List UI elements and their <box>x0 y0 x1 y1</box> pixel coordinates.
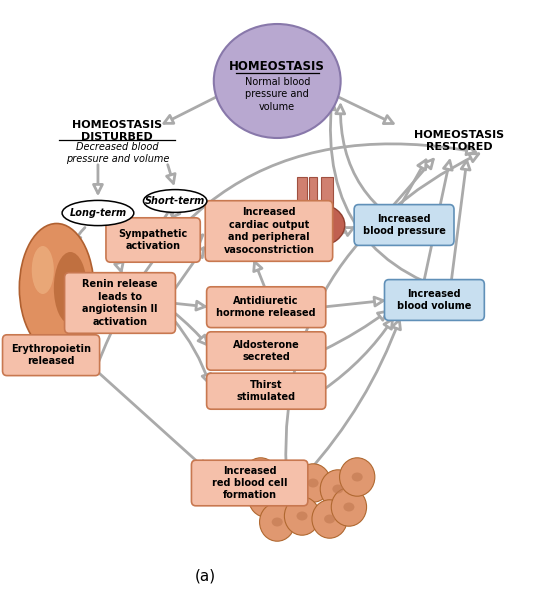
FancyBboxPatch shape <box>191 460 308 506</box>
Circle shape <box>270 467 306 505</box>
Circle shape <box>340 458 375 496</box>
Text: Aldosterone
secreted: Aldosterone secreted <box>233 340 300 362</box>
Text: HOMEOSTASIS: HOMEOSTASIS <box>229 59 325 73</box>
Ellipse shape <box>332 485 343 493</box>
Text: HOMEOSTASIS
RESTORED: HOMEOSTASIS RESTORED <box>414 130 504 152</box>
Text: Sympathetic
activation: Sympathetic activation <box>118 229 187 251</box>
Ellipse shape <box>214 24 341 138</box>
Ellipse shape <box>343 503 354 511</box>
Ellipse shape <box>62 200 134 226</box>
FancyBboxPatch shape <box>354 205 454 245</box>
Bar <box>297 177 307 210</box>
Text: Thirst
stimulated: Thirst stimulated <box>237 380 296 403</box>
FancyBboxPatch shape <box>207 287 326 328</box>
Text: Long-term: Long-term <box>69 208 127 218</box>
FancyBboxPatch shape <box>207 373 326 409</box>
Ellipse shape <box>272 517 283 527</box>
Ellipse shape <box>352 473 363 481</box>
Circle shape <box>312 500 347 538</box>
Text: Increased
blood volume: Increased blood volume <box>397 289 472 311</box>
Ellipse shape <box>293 204 345 246</box>
Text: (a): (a) <box>195 569 216 583</box>
Circle shape <box>243 458 278 496</box>
FancyBboxPatch shape <box>205 200 333 262</box>
Circle shape <box>248 479 284 517</box>
Text: Normal blood
pressure and
volume: Normal blood pressure and volume <box>244 77 310 112</box>
Ellipse shape <box>19 223 94 352</box>
Bar <box>309 177 317 210</box>
Ellipse shape <box>307 479 319 487</box>
FancyBboxPatch shape <box>207 332 326 370</box>
Circle shape <box>259 503 295 541</box>
Ellipse shape <box>143 190 207 212</box>
Ellipse shape <box>283 481 294 491</box>
Text: Short-term: Short-term <box>145 196 205 206</box>
Text: Increased
blood pressure: Increased blood pressure <box>363 214 446 236</box>
Text: Decreased blood
pressure and volume: Decreased blood pressure and volume <box>66 142 169 164</box>
Text: Erythropoietin
released: Erythropoietin released <box>11 344 91 367</box>
Circle shape <box>284 497 320 535</box>
Ellipse shape <box>255 473 266 481</box>
Ellipse shape <box>296 511 307 521</box>
Text: Increased
red blood cell
formation: Increased red blood cell formation <box>212 466 288 500</box>
Circle shape <box>295 464 331 502</box>
Circle shape <box>331 488 367 526</box>
FancyBboxPatch shape <box>65 272 175 334</box>
FancyBboxPatch shape <box>106 218 200 262</box>
Ellipse shape <box>54 252 87 324</box>
Text: HOMEOSTASIS
DISTURBED: HOMEOSTASIS DISTURBED <box>72 120 163 142</box>
Text: Increased
cardiac output
and peripheral
vasoconstriction: Increased cardiac output and peripheral … <box>223 208 314 254</box>
Text: Antidiuretic
hormone released: Antidiuretic hormone released <box>216 296 316 319</box>
Ellipse shape <box>32 246 54 294</box>
Bar <box>321 177 333 210</box>
FancyBboxPatch shape <box>384 280 484 320</box>
Ellipse shape <box>260 493 272 503</box>
Ellipse shape <box>324 515 335 523</box>
FancyBboxPatch shape <box>3 335 100 376</box>
Text: Renin release
leads to
angiotensin II
activation: Renin release leads to angiotensin II ac… <box>82 280 158 326</box>
Circle shape <box>320 470 356 508</box>
